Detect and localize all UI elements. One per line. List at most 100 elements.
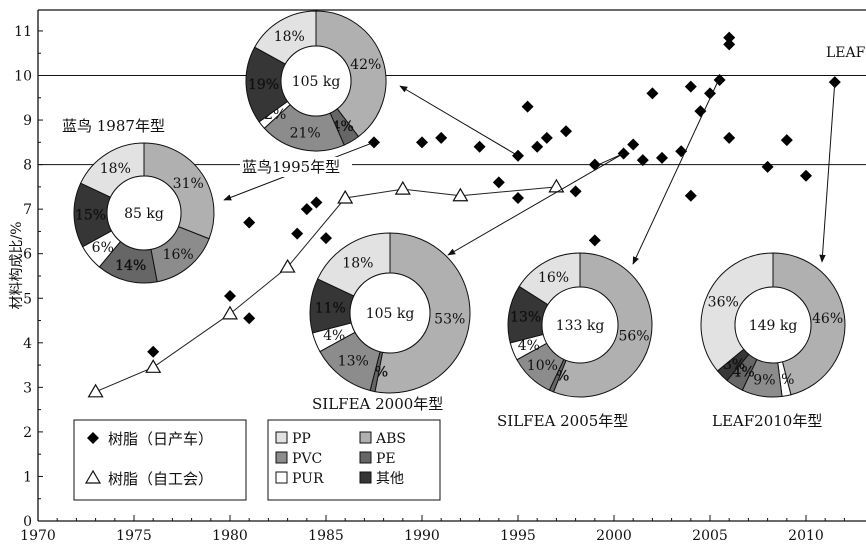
x-tick-label: 2000 (596, 528, 632, 544)
slice-label: 18% (274, 29, 305, 45)
caption-bg (240, 157, 352, 177)
material-legend-box (267, 419, 441, 501)
diamond-point (713, 73, 726, 86)
x-tick-label: 1985 (308, 528, 344, 544)
diamond-point (560, 125, 572, 138)
donut-1: 42%4%21%2%19%18%105 kg (245, 10, 387, 152)
slice-label: 9% (753, 372, 775, 388)
callout-arrow (819, 82, 836, 263)
diamond-point (588, 234, 601, 247)
x-tick-label: 1975 (116, 528, 152, 544)
diamond-point (636, 154, 649, 167)
donut-caption: 蓝鸟 1987年型 (62, 117, 165, 135)
legend-series-label: 树脂（日产车） (108, 430, 213, 448)
diamond-point (473, 140, 486, 153)
diamond-point (723, 38, 736, 51)
donut-3: 56%1%10%4%13%16%133 kg (507, 252, 653, 398)
donut-hole (349, 272, 431, 354)
slice-label: 4% (732, 364, 754, 380)
donut-2: 53%1%13%4%11%18%105 kg (309, 232, 471, 394)
series-legend-box (73, 419, 247, 501)
triangle-point (394, 180, 411, 195)
diamond-point (492, 176, 505, 189)
slice-label: 18% (342, 255, 373, 271)
triangle-point (221, 305, 239, 320)
leaf-annotation: LEAF (826, 45, 866, 61)
slice-label: 16% (538, 270, 569, 286)
donut-caption: LEAF2010年型 (712, 412, 822, 430)
diamond-point (800, 169, 812, 182)
legend-material-label: PUR (292, 471, 324, 487)
donut-hole (734, 286, 812, 364)
y-tick-label: 7 (23, 202, 32, 218)
slice-label: 4% (323, 328, 345, 344)
slice-label: 21% (290, 125, 321, 141)
slice-label: 10% (527, 358, 558, 374)
slice-label: 46% (812, 311, 843, 327)
series-legend: 树脂（日产车） 树脂（自工会） (73, 419, 247, 501)
legend-series-label: 树脂（自工会） (108, 470, 213, 488)
legend-material-label: 其他 (376, 471, 404, 487)
triangle-point (337, 189, 354, 204)
donut-total: 105 kg (292, 74, 341, 90)
legend-material-label: ABS (375, 431, 406, 447)
diamond-point (521, 100, 534, 113)
legend-diamond-marker (87, 432, 99, 444)
y-tick-label: 10 (14, 69, 32, 85)
slice-label: 56% (618, 328, 649, 344)
y-tick-label: 5 (23, 291, 32, 307)
slice-label: 13% (510, 309, 541, 325)
donut-hole (541, 286, 619, 364)
callout-arrow (447, 153, 624, 256)
triangle-point (452, 187, 469, 202)
legend-material-label: PVC (292, 451, 322, 467)
slice-label: 15% (75, 208, 106, 224)
y-tick-label: 1 (23, 469, 32, 485)
diamond-point (243, 216, 256, 229)
diamond-point (588, 158, 601, 171)
donut-total: 105 kg (366, 306, 415, 322)
diamond-point (684, 189, 697, 202)
y-tick-label: 8 (23, 158, 32, 174)
y-tick-label: 2 (23, 425, 32, 441)
diamond-point (780, 134, 793, 147)
slice-label: 11% (315, 300, 346, 316)
diamond-point (320, 232, 332, 245)
diamond-point (627, 138, 640, 151)
slice-label: 13% (338, 353, 369, 369)
donut-hole (106, 175, 182, 251)
diamond-point (243, 312, 256, 325)
legend-material-label: PP (292, 431, 311, 447)
slice-label: 6% (92, 240, 114, 256)
y-tick-label: 9 (23, 113, 32, 129)
donut-0: 31% 16% 14%6% 15% 18% 85 kg (73, 142, 215, 284)
slice-label: 18% (100, 161, 131, 177)
diamond-point (147, 345, 160, 358)
triangle-point (548, 178, 565, 193)
legend-triangle-marker (84, 469, 102, 484)
diamond-point (723, 131, 736, 144)
diamond-point (531, 140, 544, 153)
donut-total: 85 kg (124, 206, 164, 222)
slice-label: 4% (518, 338, 540, 354)
y-axis-label: 材料构成比/% (9, 221, 25, 309)
legend-swatch (275, 451, 288, 464)
diamond-point (704, 87, 716, 100)
x-tick-label: 1980 (212, 528, 248, 544)
diamond-point (224, 290, 236, 303)
slice-label: 19% (248, 77, 279, 93)
y-tick-label: 0 (23, 514, 32, 530)
diamond-point (761, 160, 774, 173)
donut-caption: SILFEA 2005年型 (497, 412, 628, 430)
y-tick-label: 11 (14, 24, 32, 40)
legend-swatch (359, 471, 372, 484)
x-tick-label: 1970 (20, 528, 56, 544)
diamond-point (656, 151, 668, 164)
series-line-jama (95, 186, 557, 393)
diamond-point (310, 196, 323, 209)
diamond-point (684, 80, 697, 93)
slice-label: 14% (115, 258, 146, 274)
legend-swatch (359, 431, 372, 444)
diamond-point (569, 185, 582, 198)
